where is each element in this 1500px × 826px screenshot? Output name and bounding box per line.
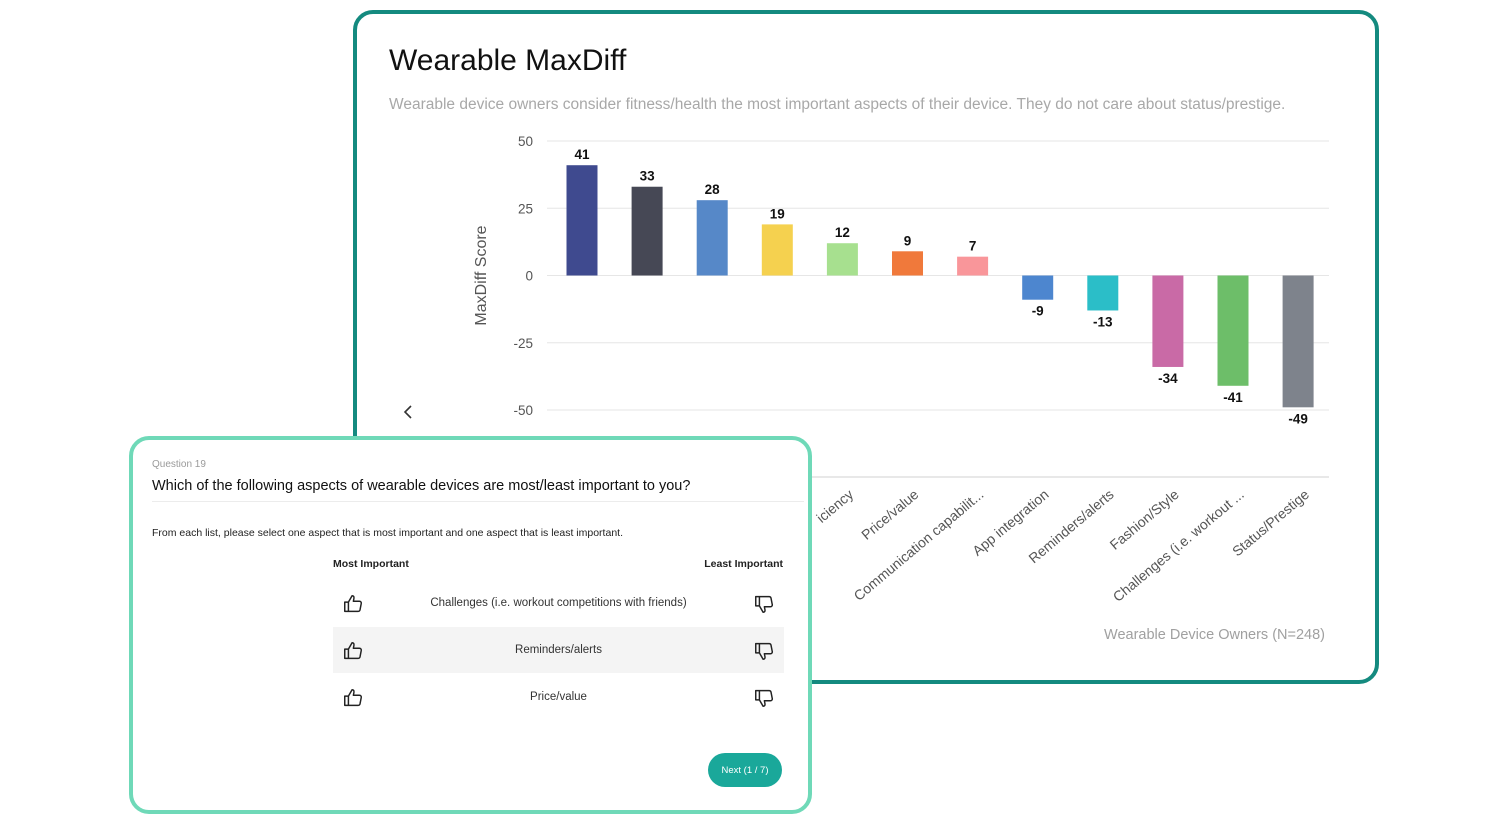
thumbs-up-icon[interactable] (342, 640, 364, 662)
y-axis-label: MaxDiff Score (473, 225, 490, 325)
question-text: Which of the following aspects of wearab… (152, 478, 691, 494)
y-tick-label: 25 (518, 201, 533, 216)
bar-value-label: -49 (1288, 411, 1308, 426)
thumbs-down-icon[interactable] (753, 593, 775, 615)
y-tick-label: -25 (513, 336, 533, 351)
x-category-label: Price/value (858, 486, 922, 543)
thumbs-down-icon[interactable] (753, 640, 775, 662)
bar-value-label: -41 (1223, 390, 1243, 405)
bar (631, 186, 663, 276)
bar (1152, 275, 1184, 367)
option-label: Challenges (i.e. workout competitions wi… (430, 597, 687, 609)
x-category-label: iciency (813, 486, 856, 526)
chevron-left-icon[interactable] (399, 402, 419, 422)
bar (892, 251, 923, 276)
bar (1282, 275, 1314, 408)
y-tick-label: 0 (525, 269, 533, 284)
chart-footer: Wearable Device Owners (N=248) (1104, 627, 1325, 643)
bar-value-label: -34 (1158, 371, 1178, 386)
question-card: Question 19 Which of the following aspec… (129, 436, 812, 814)
bar-value-label: 28 (705, 182, 721, 197)
x-category-label: Challenges (i.e. workout ... (1110, 486, 1247, 605)
bar (1087, 275, 1119, 311)
bar-value-label: 41 (574, 147, 590, 162)
bar (761, 224, 793, 276)
option-label: Price/value (530, 691, 587, 703)
divider (152, 501, 804, 502)
bar-value-label: 7 (969, 239, 977, 254)
option-row: Challenges (i.e. workout competitions wi… (333, 580, 784, 626)
options-list: Challenges (i.e. workout competitions wi… (333, 580, 784, 721)
maxdiff-bar-chart: 50 25 0 -25 -50 MaxDiff Score 41 33 28 19 12 9 7 -9 -1… (473, 134, 1329, 605)
bar-value-label: -13 (1093, 314, 1113, 329)
x-category-label: Communication capabilit... (850, 486, 986, 604)
least-important-header: Least Important (704, 558, 783, 570)
option-row: Reminders/alerts (333, 627, 784, 673)
bar-value-label: 12 (835, 225, 850, 240)
chart-subtitle: Wearable device owners consider fitness/… (389, 96, 1286, 113)
bar (957, 256, 989, 276)
chart-title: Wearable MaxDiff (389, 44, 627, 77)
most-important-header: Most Important (333, 558, 409, 570)
bar-value-label: 19 (770, 206, 785, 221)
option-row: Price/value (333, 674, 784, 720)
bar-value-label: 33 (640, 169, 656, 184)
thumbs-up-icon[interactable] (342, 593, 364, 615)
bar-value-label: 9 (904, 233, 912, 248)
y-tick-label: 50 (518, 134, 533, 149)
bar (696, 200, 728, 276)
bar (566, 165, 598, 276)
bar (1022, 275, 1054, 300)
bar (1217, 275, 1249, 386)
question-instructions: From each list, please select one aspect… (152, 527, 623, 539)
next-button[interactable]: Next (1 / 7) (708, 753, 782, 787)
question-number: Question 19 (152, 459, 206, 470)
thumbs-up-icon[interactable] (342, 687, 364, 709)
thumbs-down-icon[interactable] (753, 687, 775, 709)
option-label: Reminders/alerts (515, 644, 602, 656)
y-tick-label: -50 (513, 403, 533, 418)
bar-value-label: -9 (1032, 304, 1044, 319)
bar (826, 243, 858, 276)
